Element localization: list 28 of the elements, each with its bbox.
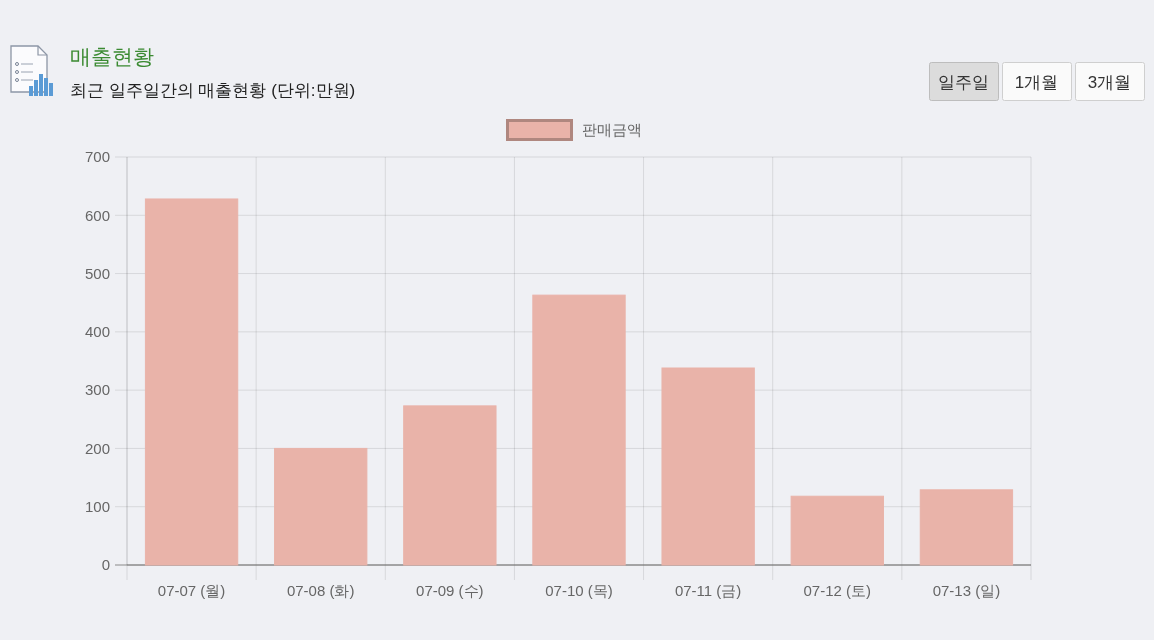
bar — [661, 367, 755, 566]
bar — [790, 495, 884, 566]
toggle-button[interactable]: 1개월 — [1002, 62, 1072, 101]
x-tick-label: 07-10 (목) — [545, 582, 613, 599]
bar — [144, 198, 239, 566]
x-tick-label: 07-09 (수) — [416, 582, 484, 599]
toggle-button[interactable]: 3개월 — [1075, 62, 1145, 101]
bar — [919, 489, 1014, 566]
bar — [403, 405, 497, 566]
bar — [274, 447, 368, 566]
y-tick-label: 100 — [84, 497, 110, 515]
x-tick-label: 07-08 (화) — [286, 582, 355, 599]
x-tick-label: 07-11 (금) — [674, 582, 742, 599]
x-tick-label: 07-13 (일) — [932, 582, 1001, 599]
chart-title: 매출현황 — [70, 45, 154, 68]
y-tick-label: 700 — [84, 148, 110, 166]
legend-label: 판매금액 — [582, 121, 642, 139]
y-tick-label: 200 — [84, 439, 110, 457]
bar — [532, 294, 626, 566]
y-tick-label: 600 — [84, 206, 110, 224]
y-tick-label: 500 — [84, 264, 110, 282]
chart-subtitle: 최근 일주일간의 매출현황 (단위:만원) — [70, 81, 356, 100]
x-tick-label: 07-12 (토) — [803, 582, 872, 599]
y-tick-label: 300 — [84, 381, 110, 399]
y-tick-label: 400 — [84, 323, 110, 341]
y-tick-label: 0 — [101, 556, 110, 574]
toggle-button[interactable]: 일주일 — [929, 62, 999, 101]
x-tick-label: 07-07 (월) — [157, 582, 226, 599]
